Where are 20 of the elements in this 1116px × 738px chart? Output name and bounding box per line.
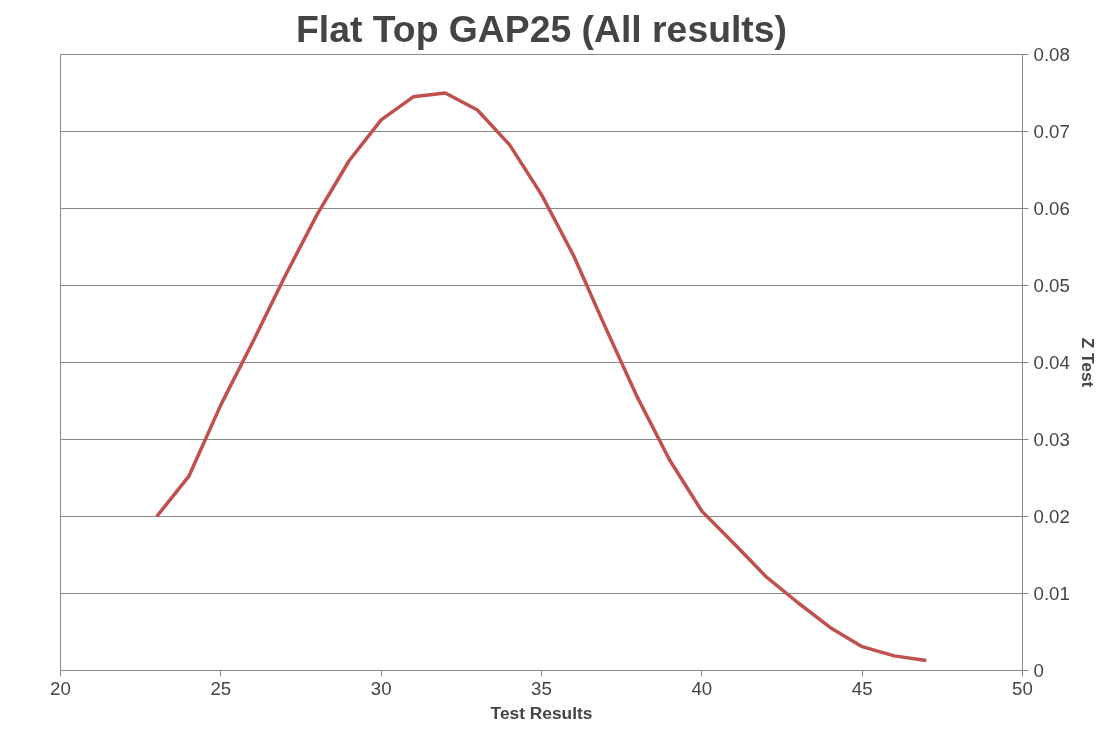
x-tick-label: 20	[50, 677, 71, 699]
y-tick-label: 0	[1033, 660, 1044, 681]
chart-title: Flat Top GAP25 (All results)	[296, 7, 787, 50]
x-tick-label: 50	[1012, 677, 1033, 699]
x-tick-label: 40	[691, 677, 713, 699]
y-tick-label: 0.03	[1033, 429, 1070, 450]
y-tick-label: 0.05	[1033, 275, 1070, 296]
x-tick-label: 30	[370, 677, 392, 699]
y-tick-label: 0.02	[1033, 506, 1070, 527]
x-tick-label: 35	[531, 677, 552, 699]
x-tick-label: 45	[851, 677, 873, 699]
y-tick-label: 0.07	[1033, 121, 1070, 142]
line-series	[154, 91, 929, 663]
y-axis-title: Z Test	[1077, 337, 1098, 388]
y-tick-label: 0.06	[1033, 198, 1070, 219]
y-tick-label: 0.01	[1033, 583, 1070, 604]
x-tick-label: 25	[210, 677, 232, 699]
y-tick-label: 0.08	[1033, 44, 1070, 65]
y-tick-label: 0.04	[1033, 352, 1070, 373]
x-axis-title: Test Results	[490, 702, 593, 723]
